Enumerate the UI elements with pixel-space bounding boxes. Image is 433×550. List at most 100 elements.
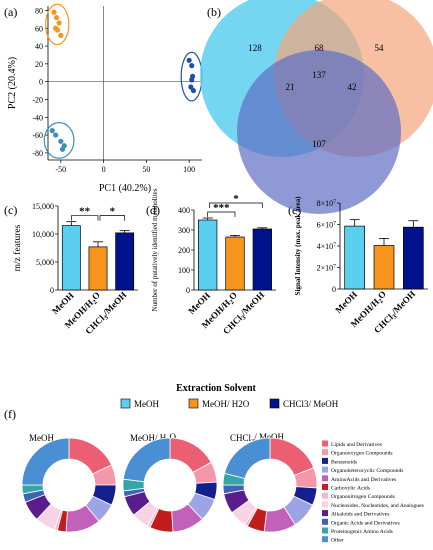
pca-y-tick-label: 40 xyxy=(35,42,43,51)
bar-meoh xyxy=(344,225,365,290)
donut-legend-label: Alkaloids and Derivatives xyxy=(331,512,389,518)
bar-y-tick-label: 300 xyxy=(178,226,190,235)
pca-y-tick-label: 0 xyxy=(39,78,43,87)
bar-y-axis-label: m/z features xyxy=(12,224,23,271)
bar-y-tick-label: 6×107 xyxy=(317,221,337,230)
venn-count-ac: 21 xyxy=(286,82,295,92)
bar-y-tick-label: 10,000 xyxy=(32,230,54,239)
mz-features-bar-chart: 05,00010,00015,000MeOHMeOH/H2OCHCl3/MeOH… xyxy=(12,202,138,338)
venn-count-a_only: 128 xyxy=(248,43,262,53)
bar-meoh-h2o xyxy=(373,245,395,290)
identified-metabolites-bar-chart: 0100200300400MeOHMeOH/H2OCHCl3/MeOH****N… xyxy=(151,188,276,336)
pca-score-point xyxy=(53,14,60,21)
significance-bracket xyxy=(70,215,99,221)
significance-marker: ** xyxy=(79,206,91,218)
bar-chcl3-meoh xyxy=(115,232,135,291)
panel-label-c: (c) xyxy=(4,203,17,217)
pca-score-point xyxy=(56,20,62,26)
venn-count-c_only: 107 xyxy=(312,139,326,149)
bar-y-tick-label: 0 xyxy=(186,286,190,295)
donut-legend-label: Other xyxy=(331,538,344,544)
bar-y-tick-label: 8×107 xyxy=(317,199,337,208)
pca-group-ellipse xyxy=(45,3,70,46)
significance-marker: *** xyxy=(213,202,230,214)
bar-meoh xyxy=(198,219,218,291)
pca-x-axis-label: PC1 (40.2%) xyxy=(99,183,151,194)
legend-label-meoh-h2o: MeOH/ H2O xyxy=(202,399,250,409)
panel-label-b: (b) xyxy=(207,5,221,19)
pca-score-point xyxy=(189,77,195,83)
donut-legend-swatch xyxy=(322,492,328,499)
pca-x-tick-label: -50 xyxy=(55,165,66,174)
legend-swatch-meoh xyxy=(120,398,131,409)
bar-y-tick-label: 0 xyxy=(50,286,54,295)
significance-marker: * xyxy=(233,193,239,205)
donut-legend-swatch xyxy=(322,484,328,490)
venn-count-bc: 42 xyxy=(348,82,357,92)
pca-score-point xyxy=(190,87,197,94)
donut-legend-swatch xyxy=(322,510,328,517)
legend-swatch-chcl3 xyxy=(269,398,280,409)
venn-diagram: 128 68 54 137 21 42 107 xyxy=(200,0,433,214)
donut-slice xyxy=(122,437,171,483)
legend-label-meoh: MeOH xyxy=(134,399,159,409)
pca-y-tick-label: -20 xyxy=(32,95,43,104)
pca-score-point xyxy=(189,63,195,69)
pca-y-tick-label: 20 xyxy=(35,60,43,69)
pca-score-plot: 80 60 40 20 0 -20 -40 -60 -80 -50 0 50 100 PC1 (40.2%… xyxy=(7,3,203,194)
pca-y-tick-label: -40 xyxy=(32,113,43,122)
bar-y-tick-label: 400 xyxy=(178,206,190,215)
donut-legend-label: Proteinogenic Amino Acids xyxy=(331,529,393,535)
pca-y-axis-label: PC2 (20.4%) xyxy=(7,57,18,109)
donut-legend-label: Organonitrogen Compounds xyxy=(331,494,395,500)
bar-y-tick-label: 15,000 xyxy=(32,202,54,211)
pca-score-point xyxy=(49,128,55,134)
donut-legend-swatch xyxy=(322,449,328,456)
donut-legend-swatch xyxy=(322,440,328,447)
donut-legend-label: Benzenoids xyxy=(331,459,357,465)
bar-category-label: CHCl3/MeOH xyxy=(83,290,131,338)
legend-swatch-meoh-h2o xyxy=(188,398,199,409)
bar-y-tick-label: 2×107 xyxy=(317,264,337,273)
pca-score-point xyxy=(186,57,192,63)
donut-legend-label: Organic Acids and Derivatives xyxy=(331,520,400,526)
bar-y-tick-label: 5,000 xyxy=(36,258,54,267)
donut-legend-label: AminoAcids and Derivatives xyxy=(331,477,396,483)
bar-category-label: MeOH xyxy=(186,290,212,316)
bar-meoh-h2o xyxy=(225,236,245,291)
bar-chcl3-meoh xyxy=(403,226,424,290)
donut-legend-swatch xyxy=(322,466,328,473)
panel-label-f: (f) xyxy=(4,407,16,421)
pca-y-tick-label: 80 xyxy=(35,6,43,15)
pca-score-point xyxy=(53,25,59,31)
venn-count-b_only: 54 xyxy=(375,43,385,53)
donut-legend-label: Nucleosides, Nucleotides, and Analogues xyxy=(331,503,424,509)
donut-title: MeOH xyxy=(29,433,54,443)
pca-score-point xyxy=(61,143,67,149)
pca-y-tick-label: 60 xyxy=(35,24,43,33)
bar-y-tick-label: 200 xyxy=(178,246,190,255)
donut-legend-swatch xyxy=(322,501,328,508)
bar-y-tick-label: 0 xyxy=(332,285,336,294)
donut-slice xyxy=(21,437,70,486)
donut-legend-label: Lipids and Derivatives xyxy=(331,442,382,448)
bar-meoh xyxy=(61,225,81,291)
venn-circle-chcl3-meoh xyxy=(237,50,401,214)
donut-legend-swatch xyxy=(322,457,328,464)
significance-bracket xyxy=(207,211,236,217)
bar-meoh-h2o xyxy=(88,246,108,291)
panel-label-a: (a) xyxy=(4,5,17,19)
pca-group-ellipse xyxy=(43,122,75,159)
bar-y-axis-label: Number of putatively identified metaboli… xyxy=(151,188,159,311)
donut-legend-label: Organooxygen Compounds xyxy=(331,451,393,457)
bar-y-tick-label: 4×107 xyxy=(317,242,337,251)
pca-x-tick-label: 0 xyxy=(102,165,106,174)
pca-y-tick-label: -80 xyxy=(32,149,43,158)
donut-legend-label: Organoheterocyclic Compounds xyxy=(331,468,403,474)
legend-label-chcl3: CHCl3/ MeOH xyxy=(283,399,339,409)
bar-y-axis-label: Signal Intensity (max. peak area) xyxy=(294,196,302,296)
pca-score-point xyxy=(58,138,64,144)
donut-slice xyxy=(223,437,271,480)
